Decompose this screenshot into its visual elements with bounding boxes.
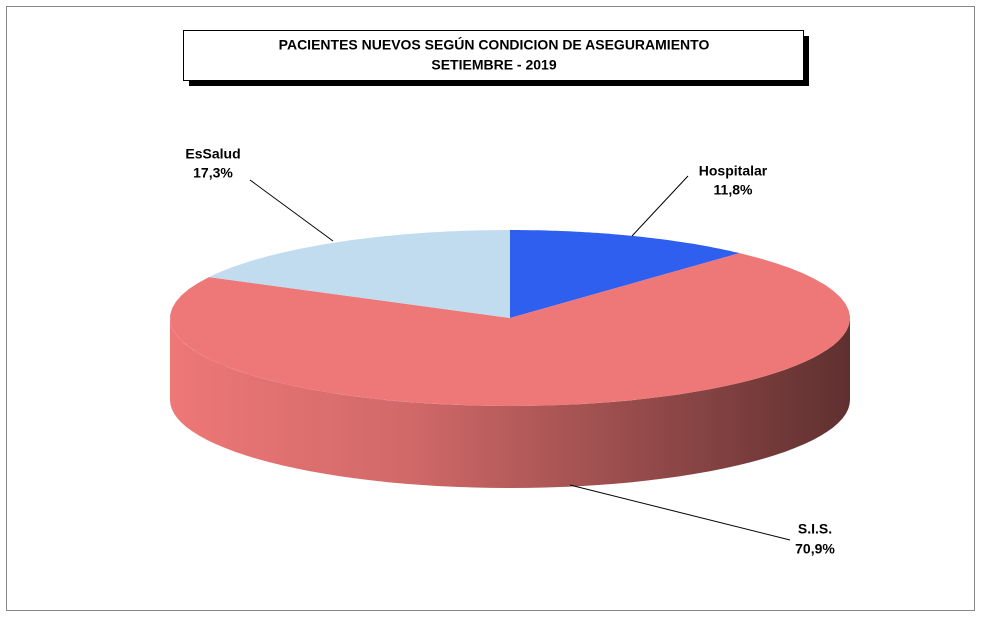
chart-title: PACIENTES NUEVOS SEGÚN CONDICION DE ASEG…: [279, 36, 710, 53]
value-label: 17,3%: [193, 165, 233, 181]
leader-line: [631, 175, 689, 237]
category-label: Hospitalar: [699, 163, 768, 179]
value-label: 11,8%: [714, 182, 753, 198]
chart-subtitle: SETIEMBRE - 2019: [431, 57, 556, 73]
leader-line: [249, 179, 334, 242]
slice: [510, 230, 740, 318]
slice: [209, 230, 510, 318]
value-label: 70,9%: [795, 541, 835, 557]
category-label: S.I.S.: [798, 521, 832, 537]
slice: [170, 253, 850, 406]
slice-side-shade: [170, 318, 850, 488]
leader-line: [569, 484, 791, 541]
category-label: EsSalud: [185, 146, 240, 162]
title-box: [183, 30, 804, 81]
